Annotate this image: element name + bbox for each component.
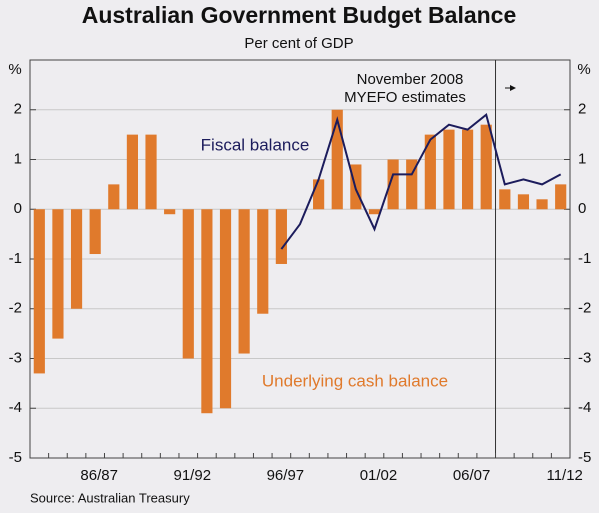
y-tick-label: -5 bbox=[578, 449, 591, 466]
series-label: Underlying cash balance bbox=[262, 371, 448, 390]
y-tick-label: -3 bbox=[578, 349, 591, 366]
y-tick-label: -3 bbox=[9, 349, 22, 366]
bar bbox=[368, 209, 381, 215]
bar bbox=[480, 124, 492, 210]
y-tick-label: -5 bbox=[9, 449, 22, 466]
bar bbox=[70, 209, 83, 309]
bar bbox=[126, 134, 138, 210]
y-tick-label: -4 bbox=[9, 399, 22, 416]
y-unit-left: % bbox=[8, 61, 21, 78]
x-tick-label: 01/02 bbox=[360, 467, 398, 484]
bar bbox=[462, 129, 474, 210]
y-tick-label: 1 bbox=[14, 150, 22, 167]
bar bbox=[443, 129, 455, 210]
chart-subtitle: Per cent of GDP bbox=[244, 35, 353, 52]
bar bbox=[238, 209, 250, 354]
plot-area bbox=[29, 59, 571, 459]
bar bbox=[536, 199, 548, 210]
bar bbox=[52, 209, 64, 339]
bar bbox=[275, 209, 287, 264]
series-label: Fiscal balance bbox=[201, 135, 310, 154]
line bbox=[280, 112, 562, 250]
bar bbox=[257, 209, 269, 314]
y-unit-right: % bbox=[577, 61, 590, 78]
bar bbox=[313, 179, 325, 210]
y-tick-label: -1 bbox=[9, 250, 22, 267]
bar bbox=[182, 209, 194, 359]
bar bbox=[145, 134, 157, 210]
y-tick-label: -1 bbox=[578, 250, 591, 267]
source: Source: Australian Treasury bbox=[30, 490, 190, 505]
bar bbox=[164, 209, 176, 215]
annotation: MYEFO estimates bbox=[344, 89, 466, 106]
bar bbox=[517, 194, 530, 210]
arrow-head bbox=[510, 85, 516, 91]
bar bbox=[201, 209, 213, 414]
bar bbox=[499, 189, 511, 210]
bar bbox=[219, 209, 232, 409]
y-tick-label: -2 bbox=[9, 300, 22, 317]
y-tick-label: -4 bbox=[578, 399, 591, 416]
bar bbox=[387, 159, 399, 210]
x-tick-label: 96/97 bbox=[267, 467, 305, 484]
bar bbox=[33, 209, 45, 374]
bar bbox=[331, 109, 343, 210]
y-tick-label: 0 bbox=[14, 200, 22, 217]
bar bbox=[108, 184, 120, 210]
x-tick-label: 11/12 bbox=[546, 467, 582, 484]
annotation: November 2008 bbox=[357, 71, 464, 88]
y-tick-label: 0 bbox=[578, 200, 586, 217]
bar bbox=[89, 209, 101, 255]
x-tick-label: 91/92 bbox=[174, 467, 212, 484]
x-tick-label: 06/07 bbox=[453, 467, 491, 484]
y-tick-label: -2 bbox=[578, 300, 591, 317]
y-tick-label: 1 bbox=[578, 150, 586, 167]
x-tick-label: 86/87 bbox=[80, 467, 118, 484]
chart-title: Australian Government Budget Balance bbox=[82, 2, 517, 28]
bar bbox=[555, 184, 567, 210]
bar bbox=[406, 159, 418, 210]
y-tick-label: 2 bbox=[14, 101, 22, 118]
bar bbox=[424, 134, 436, 210]
y-tick-label: 2 bbox=[578, 101, 586, 118]
